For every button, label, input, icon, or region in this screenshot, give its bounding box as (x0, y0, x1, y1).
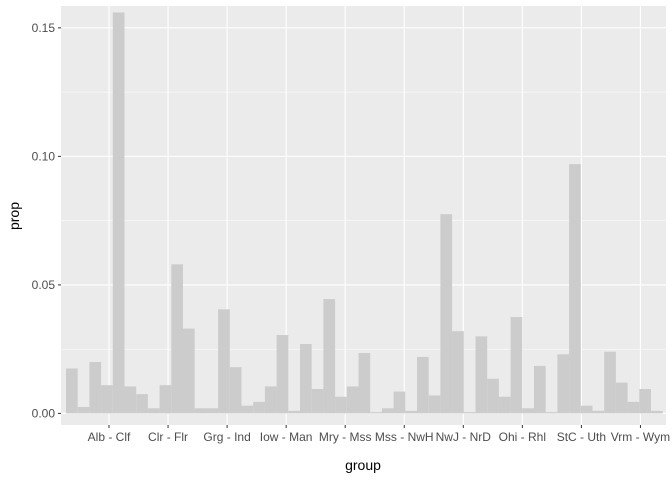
bar (405, 410, 417, 414)
x-tick-label: Mry - Mss (319, 430, 372, 444)
x-tick-label: StC - Uth (557, 430, 606, 444)
bar (335, 396, 347, 414)
x-tick-label: Iow - Man (260, 430, 313, 444)
bar (452, 331, 464, 414)
bar (136, 394, 148, 414)
x-tick-label: Ohi - Rhl (499, 430, 546, 444)
x-tick-label: Grg - Ind (203, 430, 250, 444)
bar (557, 354, 570, 414)
y-tick-label: 0.15 (32, 21, 56, 35)
bar (194, 408, 207, 414)
y-tick-label: 0.00 (32, 406, 56, 420)
bar (393, 391, 406, 414)
x-tick-label: NwJ - NrD (436, 430, 492, 444)
bar (77, 407, 90, 414)
y-tick-label: 0.05 (32, 278, 56, 292)
x-tick-label: Clr - Flr (148, 430, 188, 444)
bar (288, 410, 300, 414)
major-gridlines (61, 6, 666, 425)
bar (101, 385, 113, 414)
bar (264, 386, 277, 414)
bar (545, 412, 558, 414)
bar (183, 328, 195, 414)
y-axis: 0.00 0.05 0.10 0.15 (32, 21, 61, 420)
bar (229, 367, 242, 414)
x-tick-label: Alb - Clf (88, 430, 131, 444)
bar (487, 378, 499, 414)
bar (498, 396, 511, 414)
bar (311, 389, 324, 414)
bar (580, 405, 593, 414)
bar (206, 408, 219, 414)
x-axis: Alb - Clf Clr - Flr Grg - Ind Iow - Man Mry … (88, 425, 670, 444)
bar (124, 386, 137, 414)
y-tick-label: 0.10 (32, 149, 56, 163)
bar (159, 385, 172, 414)
bar (323, 299, 336, 414)
bar (358, 353, 371, 414)
y-axis-title: prop (6, 202, 22, 230)
bars (66, 12, 663, 414)
bar (639, 389, 651, 414)
bar (171, 264, 183, 414)
bar (241, 405, 254, 414)
bar (346, 386, 359, 414)
bar (381, 408, 394, 414)
bar (253, 401, 265, 414)
bar (651, 410, 663, 414)
bar (147, 408, 160, 414)
bar (510, 317, 523, 414)
bar (592, 410, 605, 414)
bar (604, 351, 616, 414)
bar (475, 336, 488, 414)
bar (428, 395, 441, 414)
bar (522, 408, 534, 414)
bar (112, 12, 125, 414)
bar (66, 368, 78, 414)
x-axis-title: group (345, 457, 381, 473)
x-tick-label: Vrm - Wym (611, 430, 670, 444)
bar (89, 362, 102, 414)
bar (218, 309, 230, 414)
bar (440, 214, 453, 414)
x-tick-label: Mss - NwH (375, 430, 434, 444)
bar (463, 412, 476, 414)
bar (569, 164, 581, 414)
bar (417, 356, 429, 414)
bar (370, 412, 382, 414)
bar (627, 401, 640, 414)
bar (276, 335, 289, 414)
bar (534, 365, 546, 414)
bar (300, 344, 312, 414)
bar (615, 382, 628, 414)
minor-gridlines (61, 91, 666, 350)
